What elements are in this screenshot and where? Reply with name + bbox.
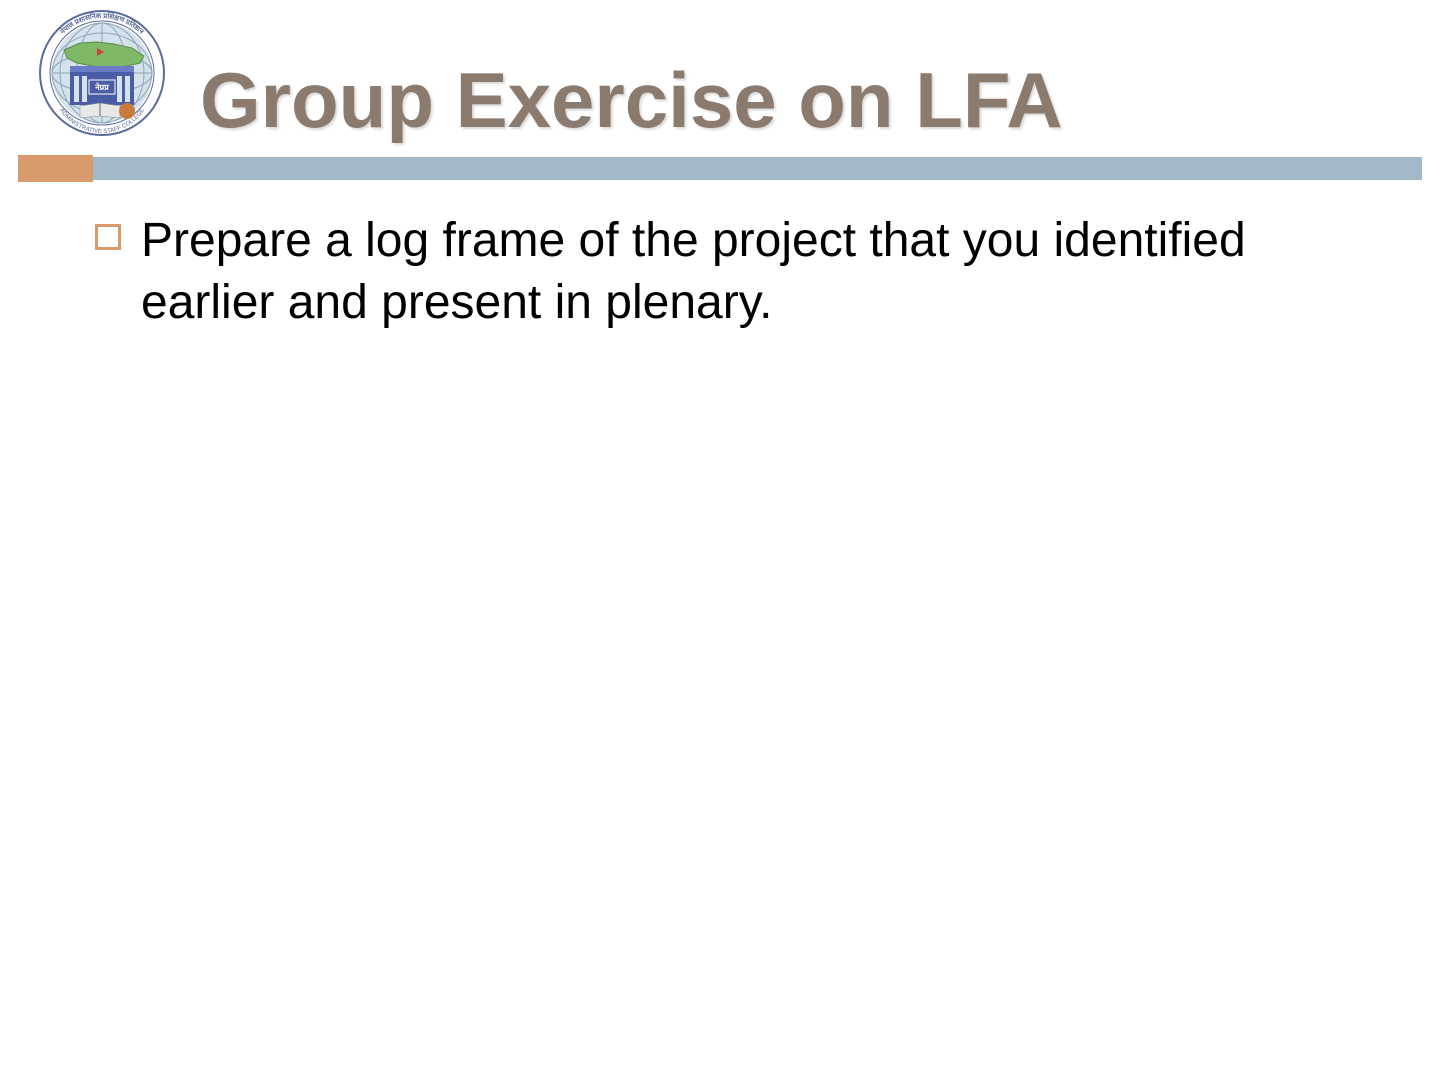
accent-bar xyxy=(18,155,93,182)
bullet-item: Prepare a log frame of the project that … xyxy=(95,210,1380,335)
divider-bar xyxy=(93,157,1422,180)
bullet-square-icon xyxy=(95,224,121,250)
slide-title: Group Exercise on LFA xyxy=(200,55,1063,146)
logo-svg: नेप्रप्र नेपाल प्रशासनिक प्रशिक्षण प्रति… xyxy=(12,8,192,138)
content-area: Prepare a log frame of the project that … xyxy=(95,210,1380,335)
slide-container: नेप्रप्र नेपाल प्रशासनिक प्रशिक्षण प्रति… xyxy=(0,0,1440,1080)
org-logo: नेप्रप्र नेपाल प्रशासनिक प्रशिक्षण प्रति… xyxy=(12,8,192,138)
svg-text:नेप्रप्र: नेप्रप्र xyxy=(94,82,109,92)
bullet-text: Prepare a log frame of the project that … xyxy=(141,210,1380,335)
